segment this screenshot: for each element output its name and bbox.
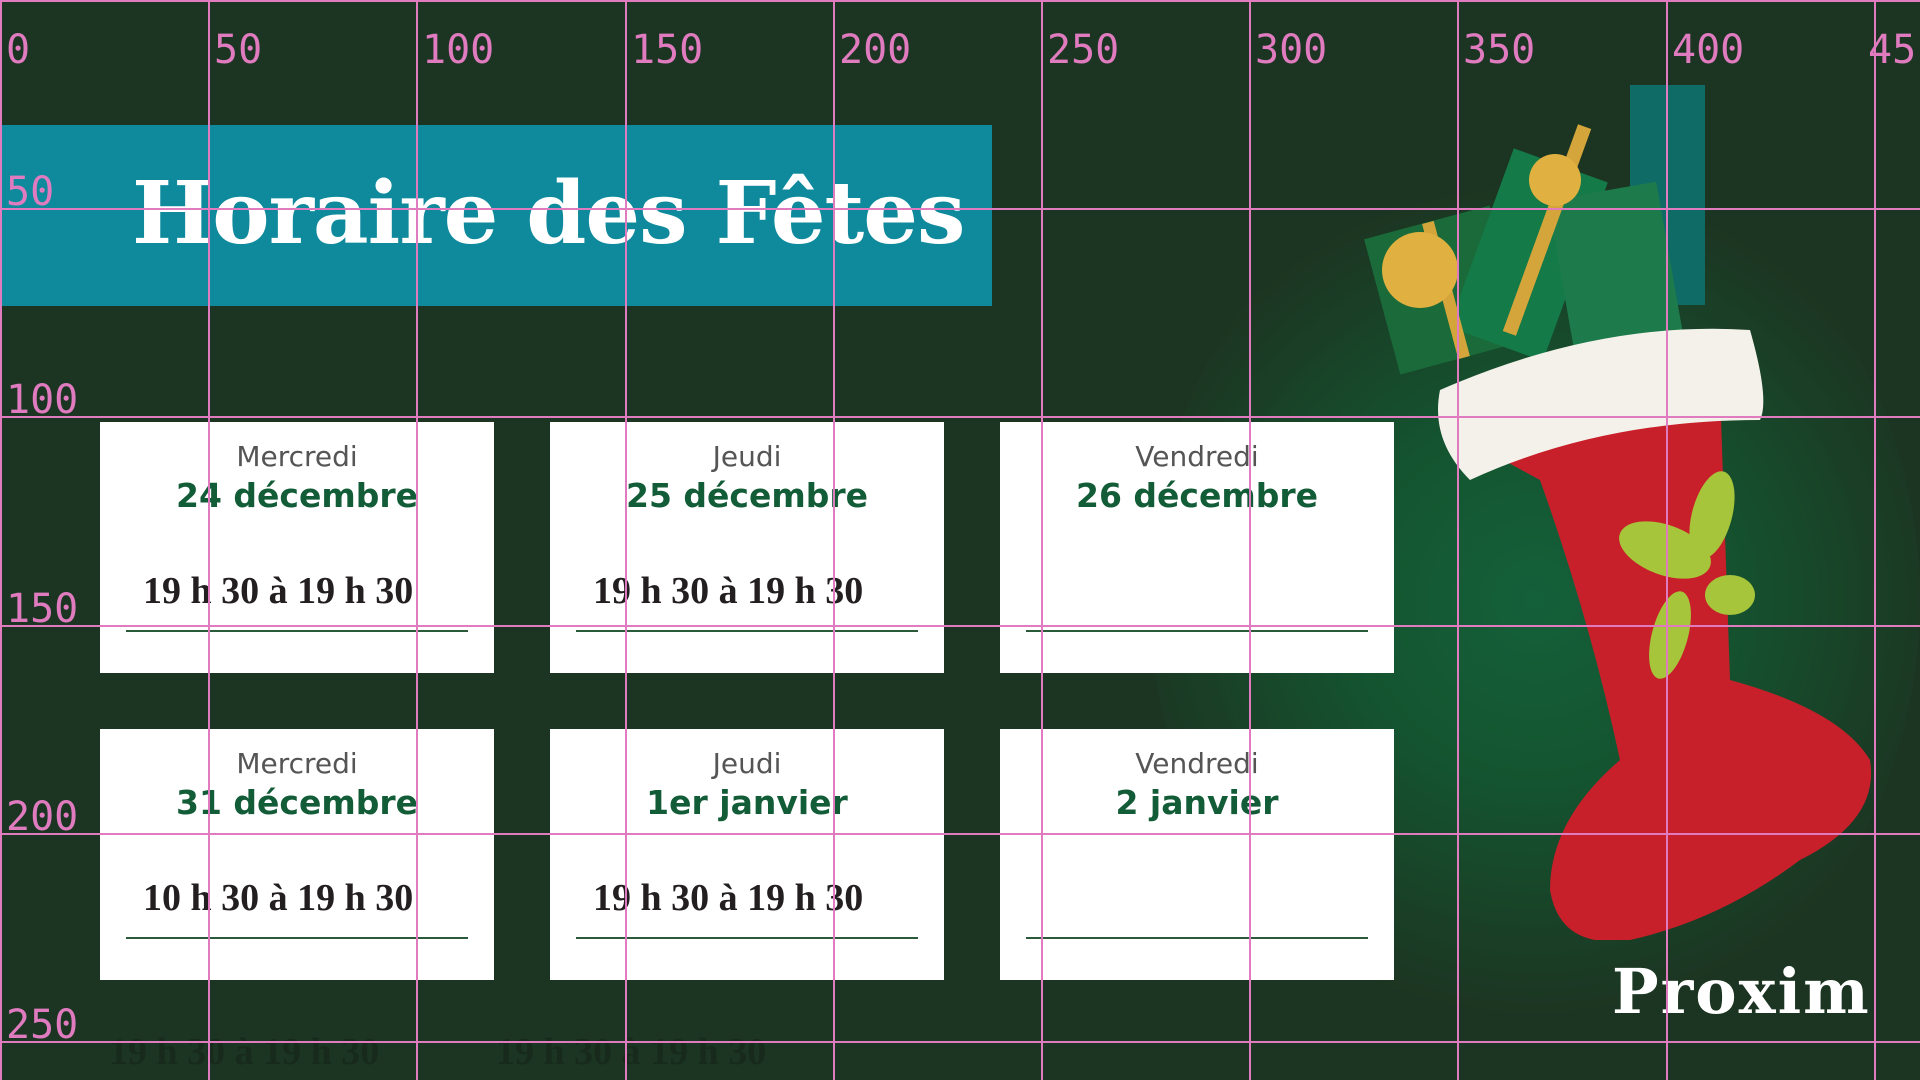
grid-label: 350 — [1463, 27, 1536, 73]
hours-text: 19 h 30 à 19 h 30 — [593, 570, 864, 612]
card-day: Jeudi — [712, 747, 782, 780]
hours-text: 10 h 30 à 19 h 30 — [143, 877, 414, 919]
logo-text: Proxim — [1612, 955, 1871, 1028]
card-day: Jeudi — [712, 440, 782, 473]
grid-label: 0 — [6, 27, 31, 73]
schedule-card: Mercredi 24 décembre — [100, 422, 494, 673]
divider — [576, 630, 918, 632]
schedule-card: Mercredi 31 décembre — [100, 729, 494, 980]
grid-label: 100 — [422, 27, 495, 73]
grid-label: 150 — [6, 586, 79, 632]
card-date: 26 décembre — [1075, 476, 1319, 515]
card-date: 2 janvier — [1115, 783, 1279, 822]
card-date: 31 décembre — [175, 783, 419, 822]
page-title: Horaire des Fêtes — [132, 163, 965, 264]
schedule-card: Vendredi 2 janvier — [1000, 729, 1394, 980]
grid-label: 200 — [6, 794, 79, 840]
proxim-logo: Proxim — [1612, 955, 1871, 1028]
schedule-card: Jeudi 25 décembre — [550, 422, 944, 673]
grid-label: 50 — [214, 27, 263, 73]
card-day: Vendredi — [1135, 747, 1259, 780]
grid-label: 50 — [6, 169, 55, 215]
divider — [576, 937, 918, 939]
christmas-stocking-illustration — [1364, 85, 1872, 940]
card-day: Vendredi — [1135, 440, 1259, 473]
grid-label: 150 — [631, 27, 704, 73]
grid-label: 250 — [6, 1002, 79, 1048]
grid-label: 45 — [1868, 27, 1917, 73]
card-date: 25 décembre — [625, 476, 869, 515]
grid-label: 200 — [839, 27, 912, 73]
hours-text: 19 h 30 à 19 h 30 — [496, 1031, 767, 1073]
grid-label: 300 — [1255, 27, 1328, 73]
schedule-card: Vendredi 26 décembre — [1000, 422, 1394, 673]
divider — [1026, 630, 1368, 632]
schedule-card: Jeudi 1er janvier — [550, 729, 944, 980]
grid-label: 250 — [1047, 27, 1120, 73]
title-banner: Horaire des Fêtes — [0, 125, 992, 306]
divider — [126, 630, 468, 632]
hours-text: 19 h 30 à 19 h 30 — [109, 1031, 380, 1073]
card-day: Mercredi — [236, 747, 358, 780]
grid-label: 400 — [1672, 27, 1745, 73]
card-date: 24 décembre — [175, 476, 419, 515]
divider — [126, 937, 468, 939]
grid-label: 100 — [6, 377, 79, 423]
hours-text: 19 h 30 à 19 h 30 — [143, 570, 414, 612]
card-day: Mercredi — [236, 440, 358, 473]
card-date: 1er janvier — [646, 783, 848, 822]
divider — [1026, 937, 1368, 939]
hours-text: 19 h 30 à 19 h 30 — [593, 877, 864, 919]
